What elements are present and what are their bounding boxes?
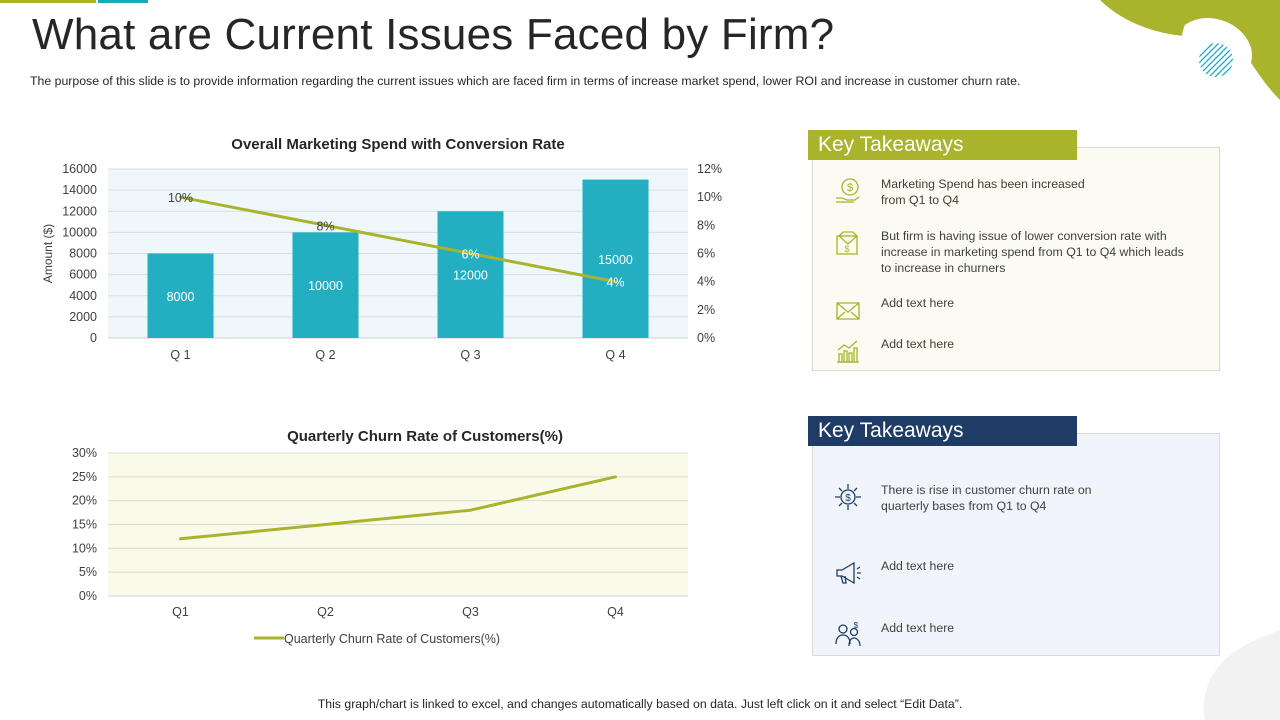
takeaway-text: Add text here [881, 337, 955, 351]
bar-value-label: 15000 [598, 253, 633, 267]
page-title: What are Current Issues Faced by Firm? [32, 10, 835, 59]
line-point [179, 195, 182, 199]
x-tick-label: Q2 [317, 605, 334, 619]
y-tick-label: 0% [79, 589, 97, 603]
svg-text:$: $ [847, 182, 853, 194]
y-tick-label: 15% [72, 518, 97, 532]
x-tick-label: Q 1 [170, 348, 190, 362]
svg-text:$: $ [854, 621, 859, 630]
y2-tick-label: 4% [697, 275, 715, 289]
envelope-icon [836, 302, 860, 320]
takeaway-item: $ Add text here [833, 620, 1199, 650]
bar-value-label: 12000 [453, 269, 488, 283]
line-point [614, 280, 617, 284]
y2-tick-label: 10% [697, 190, 722, 204]
y2-tick-label: 12% [697, 162, 722, 176]
line-point [179, 537, 182, 541]
y-tick-label: 20% [72, 494, 97, 508]
takeaway-text: There is rise in customer churn rate on … [881, 483, 1092, 513]
takeaways-bottom-header: Key Takeaways [808, 416, 1077, 446]
y-tick-label: 5% [79, 565, 97, 579]
y-axis-label: Amount ($) [41, 224, 55, 283]
takeaway-item: $ There is rise in customer churn rate o… [833, 482, 1199, 514]
takeaways-top-panel: $ Marketing Spend has been increased fro… [812, 147, 1220, 371]
marketing-spend-chart: Overall Marketing Spend with Conversion … [41, 136, 722, 362]
takeaway-text: Marketing Spend has been increased from … [881, 177, 1085, 207]
svg-text:$: $ [844, 244, 849, 254]
y-tick-label: 10% [72, 541, 97, 555]
line-value-label: 6% [461, 248, 479, 262]
line-point [324, 223, 327, 227]
x-tick-label: Q4 [607, 605, 624, 619]
takeaway-item: $ Marketing Spend has been increased fro… [833, 176, 1199, 208]
chart-title: Quarterly Churn Rate of Customers(%) [287, 428, 563, 445]
bar-value-label: 8000 [167, 290, 195, 304]
growth-chart-icon [837, 340, 859, 363]
y-tick-label: 25% [72, 470, 97, 484]
takeaway-text: Add text here [881, 296, 955, 310]
y-tick-label: 6000 [69, 268, 97, 282]
customer-people-icon: $ [835, 621, 861, 647]
bar [147, 253, 214, 338]
y-tick-label: 10000 [62, 225, 97, 239]
churn-rate-line [180, 475, 616, 541]
corner-blob-decoration [1100, 0, 1280, 100]
y2-tick-label: 6% [697, 247, 715, 261]
page-subtitle: The purpose of this slide is to provide … [30, 74, 1021, 88]
takeaway-item: Add text here [833, 336, 1199, 366]
top-accent-teal [98, 0, 148, 3]
bar [292, 232, 359, 338]
dollar-gear-icon: $ [835, 484, 861, 510]
corner-grey-decoration [1203, 630, 1280, 720]
takeaways-bottom-panel: $ There is rise in customer churn rate o… [812, 433, 1220, 656]
x-tick-label: Q1 [172, 605, 189, 619]
bar-value-label: 10000 [308, 279, 343, 293]
y-tick-label: 16000 [62, 162, 97, 176]
line-value-label: 8% [316, 219, 334, 233]
line-value-label: 4% [606, 276, 624, 290]
page-footer: This graph/chart is linked to excel, and… [317, 697, 963, 711]
diamond-certificate-icon: $ [836, 231, 858, 255]
y2-tick-label: 2% [697, 303, 715, 317]
line-point [614, 475, 617, 479]
x-tick-label: Q 3 [460, 348, 480, 362]
conversion-rate-line [180, 195, 616, 284]
y-tick-label: 4000 [69, 289, 97, 303]
takeaway-text: Add text here [881, 621, 955, 635]
y2-tick-label: 0% [697, 331, 715, 345]
line-point [469, 508, 472, 512]
y2-tick-label: 8% [697, 218, 715, 232]
y-tick-label: 0 [90, 331, 97, 345]
churn-rate-chart: Quarterly Churn Rate of Customers(%) 0% 5%… [72, 428, 688, 646]
takeaway-item: Add text here [833, 558, 1199, 588]
takeaway-item: $ But firm is having issue of lower conv… [833, 228, 1199, 276]
line-value-label: 10% [168, 191, 193, 205]
takeaways-top-header: Key Takeaways [808, 130, 1077, 160]
line-point [324, 523, 327, 526]
y-tick-label: 12000 [62, 204, 97, 218]
x-tick-label: Q 2 [315, 348, 335, 362]
legend-label: Quarterly Churn Rate of Customers(%) [284, 632, 500, 646]
chart-title: Overall Marketing Spend with Conversion … [231, 136, 564, 153]
y-tick-label: 2000 [69, 310, 97, 324]
bar [437, 211, 504, 338]
takeaway-item: Add text here [833, 295, 1199, 325]
svg-text:$: $ [845, 493, 851, 504]
y-tick-label: 14000 [62, 183, 97, 197]
y-tick-label: 8000 [69, 247, 97, 261]
takeaway-text: Add text here [881, 559, 955, 573]
x-tick-label: Q 4 [605, 348, 625, 362]
megaphone-icon [836, 561, 861, 585]
takeaway-text: But firm is having issue of lower conver… [881, 229, 1184, 275]
bar [582, 179, 649, 338]
dollar-coin-hand-icon: $ [836, 178, 860, 203]
line-point [469, 252, 472, 255]
x-tick-label: Q3 [462, 605, 479, 619]
y-tick-label: 30% [72, 446, 97, 460]
top-accent-green [0, 0, 96, 3]
